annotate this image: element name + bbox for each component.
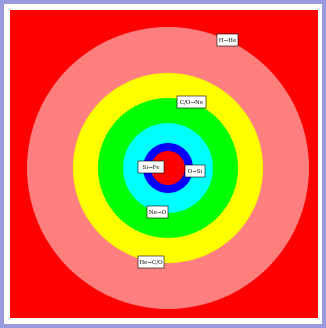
- label-h-he: H→He: [216, 33, 239, 47]
- label-c-o-ne: C/O→Ne: [176, 95, 207, 109]
- label-o-si-text: O→Si: [188, 169, 203, 175]
- label-ne-o: Ne→O: [146, 205, 169, 219]
- label-h-he-text: H→He: [219, 38, 236, 44]
- label-he-c-o: He→C/O: [137, 255, 165, 269]
- label-ne-o-text: Ne→O: [149, 210, 167, 216]
- core-si-fe: [151, 151, 185, 185]
- label-he-c-o-text: He→C/O: [139, 260, 163, 266]
- label-c-o-ne-text: C/O→Ne: [180, 100, 203, 106]
- label-si-fe: Si→Fe: [137, 160, 165, 174]
- label-o-si: O→Si: [184, 164, 206, 178]
- label-si-fe-text: Si→Fe: [143, 165, 160, 171]
